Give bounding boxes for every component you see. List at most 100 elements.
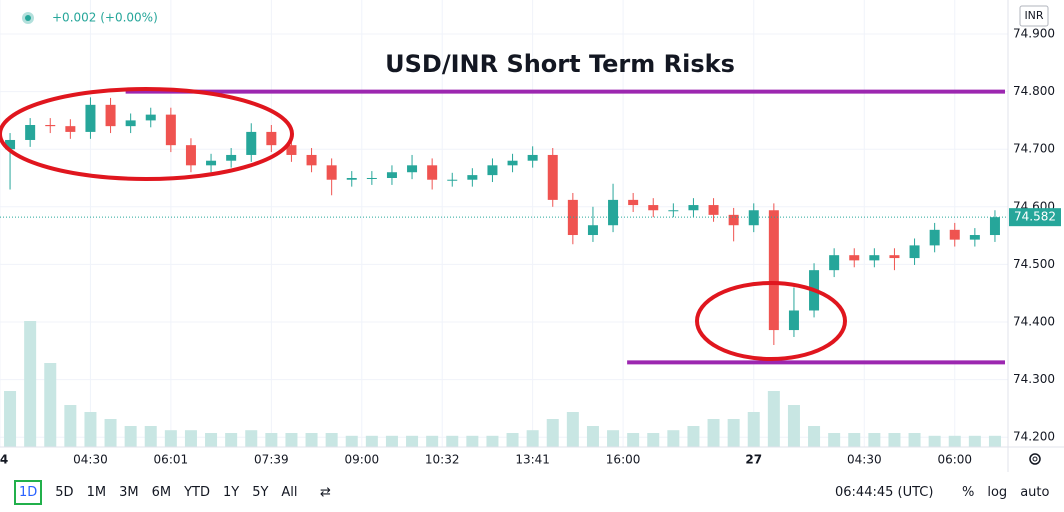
candle-body <box>708 205 719 215</box>
x-tick-label: 07:39 <box>254 453 289 467</box>
candle-body <box>547 154 558 200</box>
volume-bar <box>205 433 218 447</box>
candle-body <box>326 165 337 180</box>
candle-body <box>567 199 578 236</box>
x-tick-label: 4 <box>0 453 8 467</box>
range-button[interactable]: YTD <box>184 484 210 500</box>
volume-bar <box>928 435 941 447</box>
volume-bar <box>868 433 881 447</box>
range-button[interactable]: 6M <box>151 484 172 500</box>
volume-bar <box>888 433 901 447</box>
clock: 06:44:45 (UTC) <box>835 484 934 500</box>
candle-body <box>487 165 498 176</box>
candle-body <box>467 175 478 180</box>
range-button[interactable]: 1D <box>14 479 43 505</box>
x-tick-label: 10:32 <box>425 453 460 467</box>
candle-body <box>145 114 156 121</box>
volume-bar <box>988 435 1001 447</box>
candle-body <box>427 165 438 180</box>
range-bar: 1D 5D 1M 3M 6M YTD 1Y 5Y All <box>14 474 311 510</box>
volume-bar <box>406 435 419 447</box>
volume-bar <box>627 433 640 447</box>
candle-body <box>5 139 16 150</box>
candle-body <box>628 199 639 206</box>
x-tick-label: 06:01 <box>154 453 189 467</box>
candle-body <box>507 160 518 166</box>
candle-body <box>648 205 659 211</box>
volume-bar <box>104 419 117 447</box>
range-button[interactable]: 1M <box>86 484 107 500</box>
candle-body <box>889 255 900 259</box>
volume-bar <box>727 419 740 447</box>
candle-body <box>929 229 940 246</box>
candle-body <box>165 114 176 146</box>
volume-bar <box>948 435 961 447</box>
candle-body <box>608 199 619 226</box>
scale-option[interactable]: auto <box>1020 484 1050 500</box>
status-dot <box>25 15 31 21</box>
volume-bar <box>345 435 358 447</box>
x-tick-label: 04:30 <box>847 453 882 467</box>
candle-body <box>407 165 418 173</box>
volume-bar <box>848 433 861 447</box>
x-tick-label: 06:00 <box>937 453 972 467</box>
candle-body <box>366 177 377 179</box>
range-button[interactable]: 5Y <box>252 484 269 500</box>
candle-body <box>668 210 679 212</box>
candle-body <box>989 217 1000 236</box>
volume-bar <box>365 435 378 447</box>
volume-bar <box>164 430 177 447</box>
candle-body <box>869 255 880 261</box>
volume-bar <box>44 363 57 447</box>
compare-icon[interactable]: ⇄ <box>320 484 331 500</box>
volume-bar <box>607 430 620 447</box>
volume-bar <box>245 430 258 447</box>
x-tick-label: 13:41 <box>515 453 550 467</box>
volume-bar <box>667 430 680 447</box>
y-tick-label: 74.300 <box>1013 372 1055 386</box>
range-button[interactable]: 3M <box>119 484 139 500</box>
y-tick-label: 74.400 <box>1013 315 1055 329</box>
candle-body <box>969 235 980 240</box>
y-tick-label: 74.800 <box>1013 84 1055 98</box>
last-price-label: 74.582 <box>1014 210 1056 224</box>
volume-bar <box>285 433 298 447</box>
x-tick-label: 04:30 <box>73 453 108 467</box>
volume-bar <box>64 405 77 447</box>
currency-box[interactable] <box>1019 5 1049 27</box>
volume-bar <box>385 435 398 447</box>
candle-body <box>105 104 116 127</box>
candle-body <box>829 255 840 271</box>
currency-label[interactable]: INR <box>1024 9 1043 22</box>
highlight-ellipse <box>0 87 294 181</box>
range-button[interactable]: 5D <box>55 484 74 500</box>
volume-bar <box>124 426 137 447</box>
candle-body <box>447 179 458 181</box>
y-tick-label: 74.200 <box>1013 430 1055 444</box>
options-bar: % log auto <box>962 474 1062 510</box>
range-button[interactable]: All <box>281 484 298 500</box>
volume-bar <box>84 412 97 447</box>
volume-bar <box>908 433 921 447</box>
candle-body <box>748 210 759 226</box>
scale-option[interactable]: % <box>962 484 975 500</box>
volume-bar <box>566 412 579 447</box>
candle-body <box>346 177 357 180</box>
range-button[interactable]: 1Y <box>222 484 240 500</box>
candle-body <box>949 229 960 240</box>
volume-bar <box>787 405 800 447</box>
volume-bar <box>747 412 760 447</box>
candle-body <box>25 124 36 140</box>
candle-body <box>527 154 538 161</box>
x-tick-label: 16:00 <box>606 453 641 467</box>
volume-bar <box>486 435 499 447</box>
scale-option[interactable]: log <box>987 484 1008 500</box>
chart: USD/INR Short Term Risks +0.002 (+0.00%)… <box>0 0 1064 472</box>
candle-layer <box>5 97 1000 346</box>
settings-icon[interactable] <box>1029 453 1041 465</box>
volume-bar <box>225 433 238 447</box>
candle-body <box>125 120 136 127</box>
price-change: +0.002 (+0.00%) <box>52 11 158 25</box>
volume-bar <box>687 426 700 447</box>
volume-bar <box>325 433 338 447</box>
